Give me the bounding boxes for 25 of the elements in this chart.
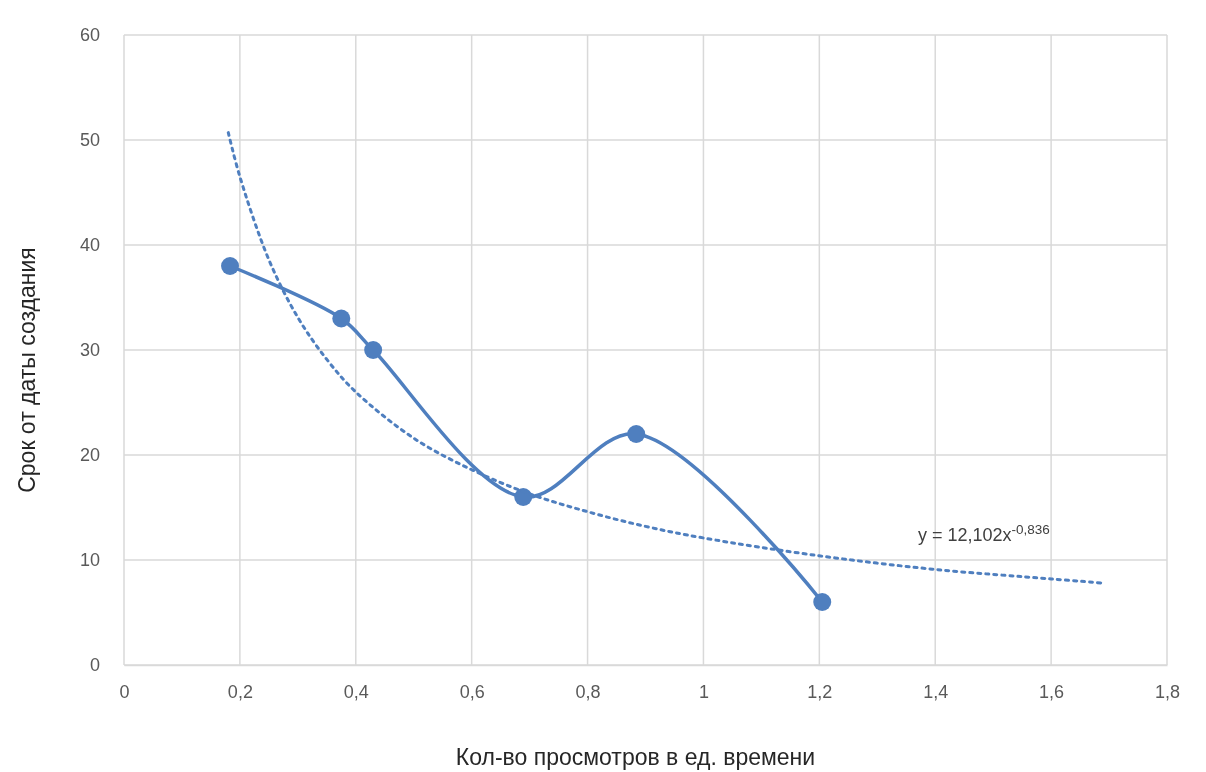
point (627, 425, 646, 443)
x-axis-title: Кол-во просмотров в ед. времени (455, 744, 816, 770)
x-tick-label: 1,6 (1039, 681, 1065, 702)
y-tick-label: 30 (79, 340, 100, 361)
point (332, 309, 351, 328)
x-tick-label: 0,6 (459, 681, 485, 702)
x-tick-label: 1 (698, 681, 709, 702)
point (364, 341, 383, 359)
x-tick-label: 0 (119, 681, 130, 702)
x-tick-label: 0,2 (227, 681, 253, 702)
y-tick-label: 60 (79, 25, 100, 46)
point (221, 257, 240, 275)
y-tick-label: 10 (79, 550, 100, 571)
x-tick-label: 1,8 (1154, 681, 1181, 702)
y-tick-label: 50 (79, 130, 100, 151)
x-tick-label: 0,8 (575, 681, 601, 702)
x-tick-label: 1,4 (923, 681, 949, 702)
y-tick-label: 40 (79, 235, 100, 256)
point (813, 593, 832, 611)
x-tick-label: 0,4 (343, 681, 369, 702)
annotation: y = 12,102x$^{-0,836}$ (918, 521, 1050, 545)
y-tick-label: 0 (89, 655, 100, 676)
x-tick-label: 1,2 (807, 681, 833, 702)
y-axis-title: Срок от даты создания (14, 247, 40, 493)
y-tick-label: 20 (79, 445, 100, 466)
